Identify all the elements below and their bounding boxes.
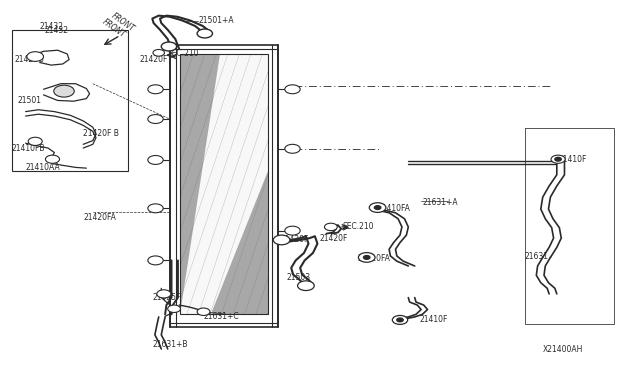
Text: 21420F: 21420F: [280, 235, 308, 244]
Text: SEC.210: SEC.210: [168, 49, 199, 58]
Circle shape: [28, 137, 42, 145]
Circle shape: [148, 256, 163, 265]
Text: 21425F: 21425F: [152, 293, 180, 302]
Text: 21503: 21503: [287, 273, 311, 282]
Text: FRONT: FRONT: [110, 11, 136, 33]
Text: 21501: 21501: [18, 96, 42, 105]
Text: 21410FA: 21410FA: [378, 204, 410, 213]
Circle shape: [45, 155, 60, 163]
Text: X21400AH: X21400AH: [543, 345, 583, 354]
Circle shape: [369, 203, 386, 212]
Circle shape: [285, 144, 300, 153]
Circle shape: [397, 318, 403, 322]
Text: 21420F: 21420F: [320, 234, 348, 243]
Text: 21420G: 21420G: [14, 55, 44, 64]
Text: 21432: 21432: [40, 22, 64, 31]
Text: 21631+B: 21631+B: [152, 340, 188, 349]
Circle shape: [285, 85, 300, 94]
Polygon shape: [180, 54, 268, 314]
Circle shape: [358, 253, 375, 262]
Text: SEC.210: SEC.210: [342, 222, 374, 231]
Text: 21410FB: 21410FB: [12, 144, 45, 153]
Circle shape: [374, 206, 381, 209]
Circle shape: [148, 204, 163, 213]
Circle shape: [148, 155, 163, 164]
Polygon shape: [180, 54, 220, 314]
Text: 21631+C: 21631+C: [204, 312, 239, 321]
Circle shape: [197, 29, 212, 38]
Circle shape: [168, 305, 180, 312]
Circle shape: [157, 290, 171, 298]
Text: 21631+A: 21631+A: [422, 198, 458, 207]
Text: 21420F: 21420F: [140, 55, 168, 64]
Circle shape: [324, 223, 337, 231]
Circle shape: [555, 157, 561, 161]
Text: 21410F: 21410F: [559, 155, 587, 164]
Circle shape: [298, 281, 314, 291]
Text: FRONT: FRONT: [100, 17, 127, 39]
Circle shape: [551, 155, 565, 163]
Text: 21501+A: 21501+A: [198, 16, 234, 25]
Circle shape: [392, 315, 408, 324]
Circle shape: [54, 85, 74, 97]
Circle shape: [273, 235, 290, 245]
Circle shape: [285, 226, 300, 235]
Text: 21631: 21631: [525, 252, 548, 261]
Circle shape: [27, 52, 44, 61]
Text: 21410AA: 21410AA: [26, 163, 60, 172]
Circle shape: [364, 256, 370, 259]
Text: 21432: 21432: [45, 26, 69, 35]
Text: 21410F: 21410F: [419, 315, 447, 324]
Text: 21420F B: 21420F B: [83, 129, 118, 138]
Circle shape: [148, 115, 163, 124]
Text: 21420FA: 21420FA: [84, 213, 116, 222]
Circle shape: [197, 308, 210, 315]
Text: 21410FA: 21410FA: [357, 254, 390, 263]
Polygon shape: [211, 171, 268, 314]
Circle shape: [161, 42, 177, 51]
Circle shape: [148, 85, 163, 94]
Circle shape: [153, 49, 164, 56]
